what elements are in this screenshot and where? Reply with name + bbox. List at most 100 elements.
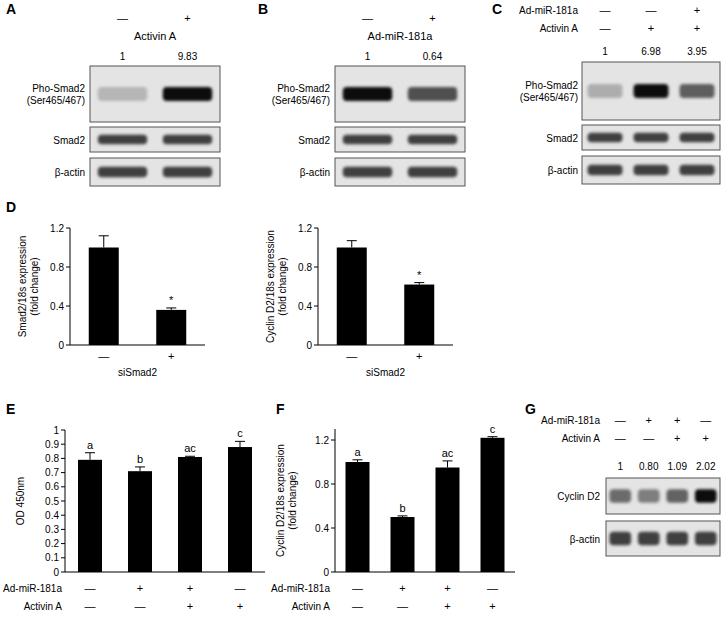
background bbox=[0, 0, 725, 636]
condition-mark: + bbox=[444, 582, 450, 594]
bar bbox=[346, 462, 370, 572]
blot-membrane bbox=[90, 66, 220, 122]
blot-panel: GAd-miR-181a—++—Activin A——++10.801.092.… bbox=[525, 401, 720, 556]
condition-mark: + bbox=[187, 600, 193, 612]
band bbox=[588, 165, 623, 176]
condition-mark: — bbox=[352, 600, 363, 612]
error-bar bbox=[166, 308, 176, 310]
blot-membrane bbox=[582, 62, 720, 120]
row-label: β-actin bbox=[548, 165, 578, 176]
blot-membrane bbox=[606, 521, 720, 556]
band bbox=[634, 165, 669, 176]
condition-mark: — bbox=[700, 414, 711, 426]
row-label: β-actin bbox=[55, 167, 85, 178]
significance-label: * bbox=[169, 294, 174, 306]
quantification: 1 bbox=[120, 51, 126, 62]
y-tick bbox=[314, 306, 318, 307]
y-tick bbox=[61, 543, 65, 544]
error-cap bbox=[99, 235, 109, 236]
band bbox=[343, 135, 392, 145]
x-axis bbox=[318, 345, 453, 346]
error-cap bbox=[347, 240, 357, 241]
y-tick-label: 0 bbox=[58, 340, 64, 351]
y-tick bbox=[61, 472, 65, 473]
y-tick bbox=[66, 306, 70, 307]
condition-name: Ad-miR-181a bbox=[271, 583, 330, 594]
bar bbox=[128, 471, 152, 572]
plot-marks bbox=[78, 441, 252, 572]
significance-label: a bbox=[87, 439, 94, 451]
row-label: (Ser465/467) bbox=[272, 95, 330, 106]
plot-marks bbox=[337, 241, 435, 345]
x-tick-label: + bbox=[416, 350, 422, 362]
quantification: 1 bbox=[617, 461, 623, 472]
bar bbox=[156, 310, 186, 345]
y-tick-label: 0.2 bbox=[45, 538, 59, 549]
band bbox=[98, 87, 147, 101]
plot-marks bbox=[346, 437, 505, 572]
condition-name: Ad-miR-181a bbox=[519, 5, 578, 16]
panel-label: E bbox=[6, 401, 15, 417]
bar bbox=[391, 517, 415, 572]
condition-mark: — bbox=[397, 600, 408, 612]
condition-name: Activin A bbox=[134, 30, 177, 42]
error-bar bbox=[347, 241, 357, 248]
y-tick bbox=[61, 430, 65, 431]
condition-mark: + bbox=[184, 12, 190, 24]
band bbox=[98, 135, 147, 145]
quantification: 2.02 bbox=[696, 461, 716, 472]
y-tick-label: 1.2 bbox=[298, 223, 312, 234]
y-tick-label: 0 bbox=[306, 340, 312, 351]
y-axis bbox=[335, 429, 336, 572]
band bbox=[408, 87, 457, 101]
bar bbox=[78, 460, 102, 572]
y-tick bbox=[314, 267, 318, 268]
x-tick-label: — bbox=[98, 350, 109, 362]
row-label: Cyclin D2 bbox=[557, 491, 600, 502]
error-stem bbox=[103, 236, 104, 248]
x-axis-label: siSmad2 bbox=[366, 367, 405, 378]
y-tick bbox=[66, 345, 70, 346]
blot-membrane bbox=[582, 125, 720, 150]
band bbox=[638, 532, 660, 545]
y-tick bbox=[61, 501, 65, 502]
error-cap bbox=[488, 436, 498, 437]
band bbox=[98, 167, 147, 178]
y-tick-label: 0.4 bbox=[298, 301, 312, 312]
error-cap bbox=[135, 466, 145, 467]
condition-name: Activin A bbox=[540, 23, 579, 34]
y-tick bbox=[61, 458, 65, 459]
band bbox=[638, 489, 660, 503]
panel-label: C bbox=[492, 1, 502, 17]
error-cap bbox=[398, 515, 408, 516]
condition-name: Ad-miR-181a bbox=[368, 30, 434, 42]
row-label: Smad2 bbox=[298, 135, 330, 146]
error-stem bbox=[447, 461, 448, 468]
row-label: β-actin bbox=[570, 534, 600, 545]
error-bar bbox=[135, 467, 145, 471]
bar bbox=[89, 248, 119, 346]
condition-name: Activin A bbox=[24, 601, 63, 612]
condition-mark: — bbox=[85, 600, 96, 612]
band bbox=[695, 489, 717, 503]
y-tick bbox=[61, 572, 65, 573]
plot-marks bbox=[89, 236, 187, 345]
y-tick-label: 0.9 bbox=[45, 439, 59, 450]
error-cap bbox=[185, 456, 195, 457]
condition-mark: + bbox=[703, 432, 709, 444]
condition-mark: — bbox=[235, 582, 246, 594]
y-tick bbox=[61, 515, 65, 516]
error-bar bbox=[185, 456, 195, 458]
x-axis bbox=[335, 572, 515, 573]
y-axis-label: Cyclin D2/18s expression bbox=[275, 444, 286, 557]
row-label: β-actin bbox=[300, 167, 330, 178]
blot-membrane bbox=[90, 127, 220, 152]
blot-membrane bbox=[90, 158, 220, 186]
significance-label: b bbox=[137, 453, 143, 465]
band bbox=[163, 167, 212, 178]
y-tick-label: 0.8 bbox=[315, 479, 329, 490]
error-cap bbox=[443, 460, 453, 461]
blot-membrane bbox=[606, 478, 720, 514]
condition-mark: — bbox=[615, 432, 626, 444]
condition-mark: — bbox=[85, 582, 96, 594]
